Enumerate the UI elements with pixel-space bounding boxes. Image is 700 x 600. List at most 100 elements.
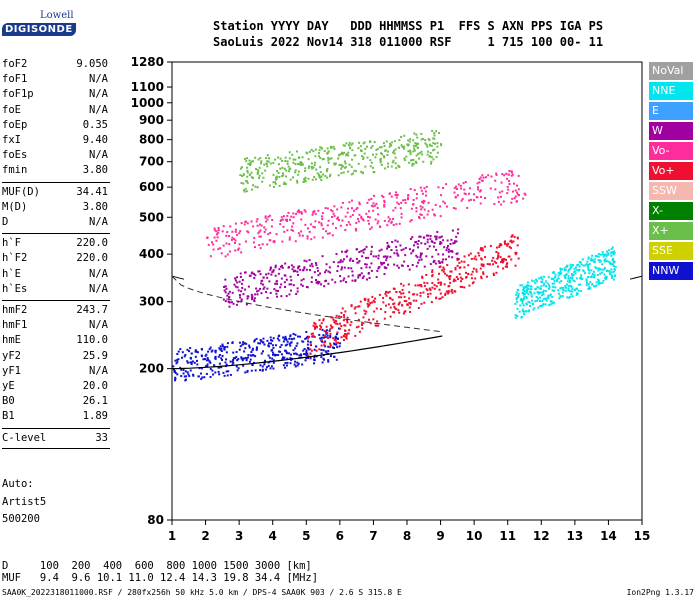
echo-point bbox=[264, 359, 267, 362]
echo-point bbox=[265, 290, 268, 293]
echo-point bbox=[240, 222, 243, 225]
echo-point bbox=[352, 259, 355, 262]
echo-point bbox=[351, 270, 354, 273]
echo-point bbox=[392, 218, 395, 221]
echo-point bbox=[572, 273, 575, 276]
echo-point bbox=[530, 288, 533, 291]
echo-point bbox=[563, 267, 566, 270]
echo-point bbox=[416, 146, 419, 149]
echo-point bbox=[430, 162, 433, 165]
echo-point bbox=[262, 176, 265, 179]
echo-point bbox=[372, 205, 375, 208]
echo-point bbox=[331, 326, 334, 329]
echo-point bbox=[287, 211, 290, 214]
echo-point bbox=[321, 147, 324, 150]
echo-point bbox=[428, 245, 431, 248]
echo-point bbox=[367, 305, 370, 308]
echo-point bbox=[536, 291, 539, 294]
param-row: foE N/A bbox=[2, 104, 108, 118]
param-row: h`E N/A bbox=[2, 268, 108, 282]
echo-point bbox=[273, 353, 276, 356]
echo-point bbox=[341, 260, 344, 263]
echo-point bbox=[185, 375, 188, 378]
echo-point bbox=[476, 182, 479, 185]
echo-point bbox=[296, 210, 299, 213]
echo-point bbox=[282, 215, 285, 218]
echo-point bbox=[411, 236, 414, 239]
echo-point bbox=[237, 248, 240, 251]
echo-point bbox=[189, 361, 192, 364]
echo-point bbox=[208, 348, 211, 351]
echo-point bbox=[415, 197, 418, 200]
echo-point bbox=[407, 143, 410, 146]
echo-point bbox=[480, 263, 483, 266]
echo-point bbox=[295, 293, 298, 296]
echo-point bbox=[512, 182, 515, 185]
echo-point bbox=[319, 324, 322, 327]
echo-point bbox=[260, 352, 263, 355]
echo-point bbox=[403, 159, 406, 162]
echo-point bbox=[577, 289, 580, 292]
echo-point bbox=[386, 241, 389, 244]
echo-point bbox=[327, 219, 330, 222]
echo-point bbox=[364, 165, 367, 168]
echo-point bbox=[523, 192, 526, 195]
echo-point bbox=[523, 292, 526, 295]
echo-point bbox=[542, 293, 545, 296]
echo-point bbox=[516, 191, 519, 194]
echo-point bbox=[548, 284, 551, 287]
echo-point bbox=[429, 234, 432, 237]
echo-point bbox=[326, 334, 329, 337]
y-tick-label: 80 bbox=[147, 513, 164, 527]
echo-point bbox=[243, 350, 246, 353]
echo-point bbox=[343, 324, 346, 327]
echo-point bbox=[404, 201, 407, 204]
echo-point bbox=[283, 274, 286, 277]
echo-point bbox=[610, 247, 613, 250]
param-label: foE bbox=[2, 103, 21, 116]
echo-point bbox=[580, 263, 583, 266]
echo-point bbox=[340, 311, 343, 314]
echo-point bbox=[177, 358, 180, 361]
echo-point bbox=[393, 305, 396, 308]
echo-point bbox=[188, 350, 191, 353]
echo-point bbox=[335, 253, 338, 256]
echo-point bbox=[345, 336, 348, 339]
echo-point bbox=[415, 161, 418, 164]
echo-point bbox=[469, 198, 472, 201]
echo-point bbox=[235, 355, 238, 358]
echo-point bbox=[370, 197, 373, 200]
echo-point bbox=[217, 366, 220, 369]
echo-point bbox=[456, 264, 459, 267]
echo-point bbox=[566, 296, 569, 299]
echo-point bbox=[429, 237, 432, 240]
echo-point bbox=[318, 221, 321, 224]
echo-point bbox=[340, 152, 343, 155]
legend-item-sse: SSE bbox=[649, 242, 693, 260]
echo-point bbox=[612, 265, 615, 268]
echo-point bbox=[415, 142, 418, 145]
echo-point bbox=[310, 276, 313, 279]
echo-point bbox=[305, 268, 308, 271]
echo-point bbox=[320, 348, 323, 351]
plot-frame bbox=[171, 61, 643, 521]
echo-point bbox=[232, 351, 235, 354]
echo-point bbox=[174, 377, 177, 380]
echo-point bbox=[398, 222, 401, 225]
echo-point bbox=[348, 329, 351, 332]
echo-point bbox=[386, 245, 389, 248]
echo-point bbox=[240, 167, 243, 170]
echo-point bbox=[253, 339, 256, 342]
echo-point bbox=[515, 298, 518, 301]
echo-point bbox=[597, 269, 600, 272]
echo-point bbox=[305, 260, 308, 263]
echo-point bbox=[578, 265, 581, 268]
echo-point bbox=[324, 350, 327, 353]
echo-point bbox=[316, 172, 319, 175]
auto-label: Auto: bbox=[2, 478, 34, 490]
echo-point bbox=[412, 299, 415, 302]
echo-point bbox=[549, 293, 552, 296]
echo-point bbox=[423, 200, 426, 203]
param-row: hmF1 N/A bbox=[2, 319, 108, 333]
echo-point bbox=[310, 332, 313, 335]
